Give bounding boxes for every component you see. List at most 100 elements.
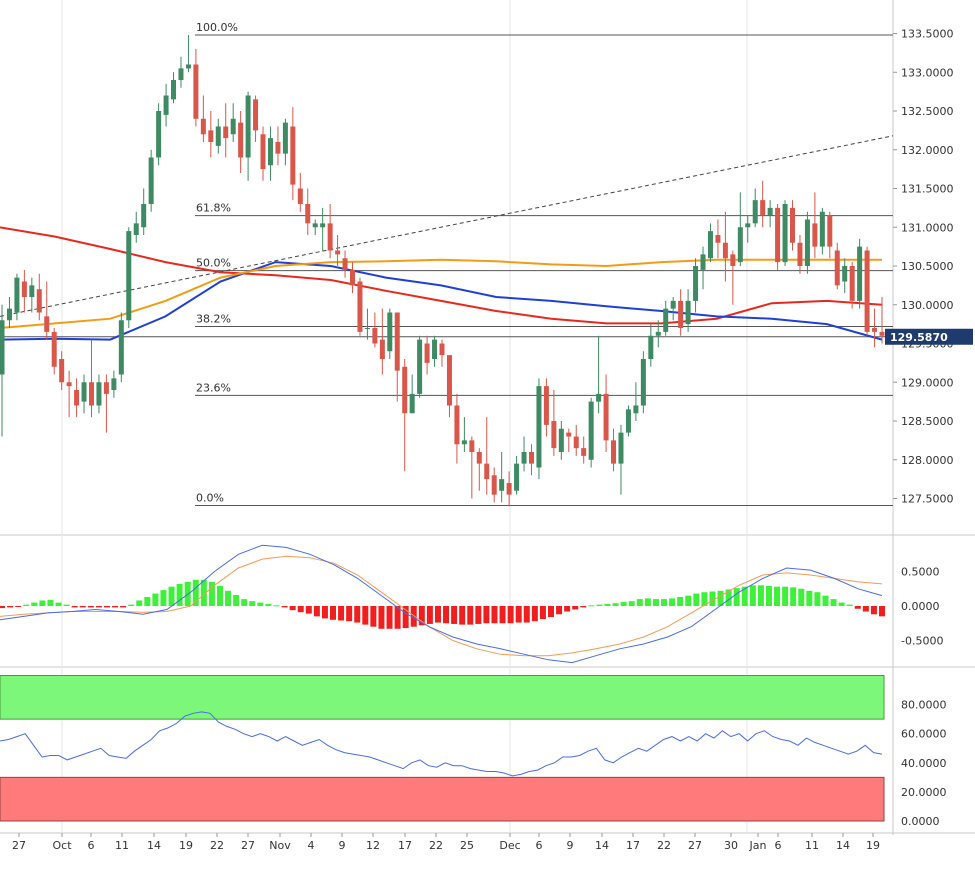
macd-histogram-bar [362,606,369,625]
macd-histogram-bar [95,606,102,608]
trend-line [0,135,894,317]
macd-histogram-bar [451,606,458,624]
x-axis-label: Dec [499,839,520,852]
macd-histogram-bar [0,606,5,609]
candle-up [804,219,810,266]
candle-up [648,335,654,359]
macd-histogram-bar [443,606,450,624]
candle-down [528,452,534,464]
candle-down [581,448,587,456]
candle-down [797,242,803,266]
candle-up [596,393,602,402]
macd-histogram-bar [330,606,337,620]
price-axis-label: 130.0000 [901,299,954,312]
candle-up [536,386,542,468]
candle-up [588,401,594,460]
candle-up [118,320,124,375]
macd-histogram-bar [717,590,724,606]
candle-up [655,331,661,336]
macd-histogram-bar [709,591,716,606]
fibonacci-label: 38.2% [196,312,231,325]
candle-down [730,254,736,266]
macd-histogram-bar [612,603,619,606]
macd-histogram-bar [168,586,175,606]
macd-signal-line [0,555,883,657]
macd-histogram-bar [774,586,781,606]
macd-histogram-bar [677,597,684,606]
candle-up [141,204,147,228]
macd-histogram-bar [386,606,393,629]
x-axis-label: Oct [52,839,72,852]
macd-histogram-bar [814,592,821,606]
candle-up [558,428,564,452]
candle-up [282,122,288,154]
x-axis-label: 19 [179,839,193,852]
price-axis-label: 130.5000 [901,260,954,273]
candle-down [208,130,214,142]
x-axis-label: 11 [115,839,129,852]
macd-histogram-bar [216,585,223,606]
x-axis-label: 14 [147,839,161,852]
candle-down [238,122,244,158]
macd-histogram-bar [749,585,756,606]
macd-histogram-bar [321,606,328,619]
candle-up [819,211,825,247]
candle-up [663,308,669,332]
macd-histogram-bar [418,606,425,626]
candle-up [707,231,713,259]
candle-down [372,328,378,344]
candle-down [790,207,796,243]
candle-down [506,483,512,495]
rsi-axis-label: 20.0000 [901,786,947,799]
macd-histogram-bar [725,589,732,606]
macd-histogram-bar [822,595,829,606]
macd-histogram-bar [475,606,482,624]
candle-up [767,207,773,216]
fibonacci-label: 61.8% [196,202,231,215]
candle-down [275,142,281,154]
macd-histogram-bar [669,598,676,606]
x-axis-label: 30 [724,839,738,852]
x-axis-label: Nov [269,839,291,852]
macd-histogram-bar [160,590,167,606]
macd-histogram-bar [144,597,151,606]
macd-histogram-bar [644,598,651,606]
macd-histogram-bar [281,606,288,608]
candle-up [126,231,132,321]
macd-layer [0,544,885,664]
candle-down [357,281,363,332]
macd-histogram-bar [604,603,611,606]
price-tag-label: 129.5870 [890,331,948,344]
macd-histogram-bar [693,593,700,606]
candle-down [402,366,408,414]
price-axis-label: 128.0000 [901,454,954,467]
candle-up [700,254,706,270]
macd-histogram-bar [305,606,312,614]
macd-histogram-bar [313,606,320,617]
candle-down [864,250,870,332]
x-axis-label: 17 [626,839,640,852]
macd-histogram-bar [531,606,538,622]
candle-up [417,339,423,394]
macd-histogram-bar [31,602,38,606]
candle-down [469,440,475,452]
candle-up [625,409,631,433]
candle-up [409,393,415,414]
macd-histogram-bar [225,590,232,606]
x-axis-label: 17 [398,839,412,852]
candle-down [446,355,452,406]
macd-histogram-bar [346,606,353,622]
macd-histogram-bar [507,606,514,624]
x-axis-label: 4 [308,839,315,852]
candle-up [857,246,863,301]
candle-up [111,378,117,390]
candle-down [715,235,721,243]
macd-histogram-bar [136,600,143,606]
candle-up [685,300,691,325]
macd-axis-label: 0.5000 [901,566,940,579]
candle-up [387,312,393,352]
candle-down [74,390,80,406]
macd-histogram-bar [854,606,861,609]
candle-down [879,331,885,336]
